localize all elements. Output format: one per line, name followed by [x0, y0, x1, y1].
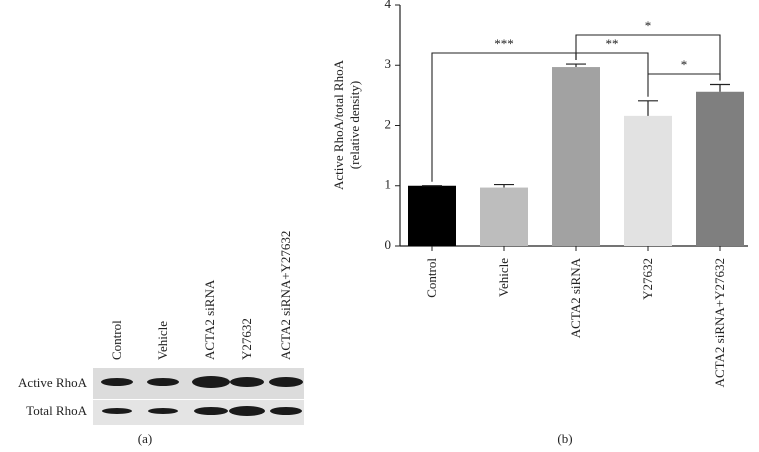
y-tick-label: 4 [385, 0, 392, 11]
significance-label: *** [494, 36, 514, 51]
x-tick-label: Vehicle [496, 258, 511, 297]
x-tick-label: ACTA2 siRNA+Y27632 [712, 258, 727, 387]
bar [552, 67, 600, 247]
band [192, 376, 230, 388]
bar [408, 185, 456, 246]
band [229, 406, 265, 416]
band [230, 377, 264, 387]
row-label: Active RhoA [18, 375, 88, 390]
significance-label: ** [606, 36, 619, 51]
lane-label: Control [109, 320, 124, 360]
caption: (b) [557, 431, 572, 446]
blot: Active RhoA Total RhoA Control Vehicle A… [18, 231, 304, 446]
row-label: Total RhoA [26, 403, 87, 418]
y-tick-label: 3 [385, 56, 392, 71]
significance-bracket [575, 34, 721, 81]
band [270, 407, 302, 415]
error-bar [494, 183, 514, 188]
x-tick-label: ACTA2 siRNA [568, 257, 583, 338]
bar [624, 115, 672, 246]
lane-label: Vehicle [155, 321, 170, 360]
lane-label: ACTA2 siRNA+Y27632 [278, 231, 293, 360]
band [147, 378, 179, 386]
band [269, 377, 303, 387]
bar [480, 187, 528, 246]
y-tick-label: 2 [385, 116, 392, 131]
y-axis-label: (relative density) [347, 81, 362, 169]
band [101, 378, 133, 386]
bar [696, 91, 744, 246]
band [194, 407, 228, 415]
band [102, 408, 132, 414]
significance-label: * [681, 57, 688, 72]
caption: (a) [138, 431, 152, 446]
y-axis-label: Active RhoA/total RhoA [331, 59, 346, 190]
y-tick-label: 0 [385, 237, 392, 252]
significance-label: * [645, 18, 652, 33]
y-tick-label: 1 [385, 177, 392, 192]
x-tick-label: Control [424, 258, 439, 298]
error-bar [566, 63, 586, 68]
error-bar [710, 83, 730, 92]
significance-bracket [648, 73, 721, 81]
band [148, 408, 178, 414]
lane-label: Y27632 [239, 318, 254, 360]
x-tick-label: Y27632 [640, 258, 655, 300]
lane-label: ACTA2 siRNA [202, 279, 217, 360]
error-bar [638, 100, 658, 116]
